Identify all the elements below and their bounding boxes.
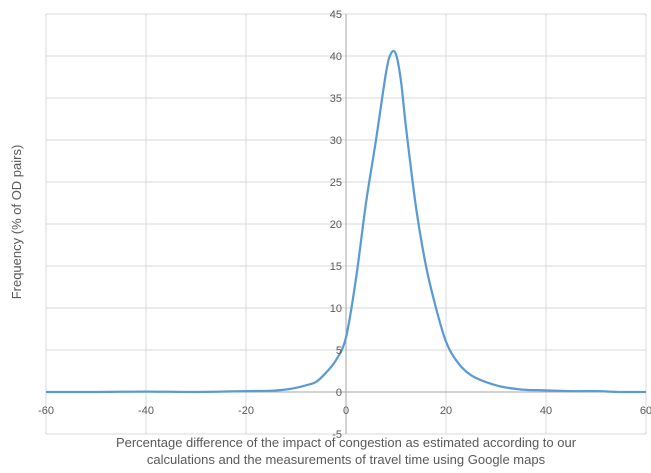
y-tick-label: 20 <box>330 219 342 231</box>
y-tick-label: 35 <box>330 93 342 105</box>
x-tick-label: 40 <box>540 405 552 417</box>
y-tick-label: 25 <box>330 177 342 189</box>
y-tick-label: 30 <box>330 135 342 147</box>
y-axis-title: Frequency (% of OD pairs) <box>9 145 24 300</box>
y-tick-label: 5 <box>336 345 342 357</box>
y-tick-labels: -5 0 5 10 15 20 25 30 35 40 45 <box>330 9 342 441</box>
y-tick-label: 0 <box>336 387 342 399</box>
y-tick-label: -5 <box>332 429 342 441</box>
x-tick-label: 60 <box>640 405 651 417</box>
x-tick-label: -20 <box>238 405 254 417</box>
y-tick-label: 15 <box>330 261 342 273</box>
y-tick-label: 10 <box>330 303 342 315</box>
y-tick-label: 40 <box>330 51 342 63</box>
series-layer <box>45 49 647 394</box>
x-tick-labels: -60 -40 -20 0 20 40 60 <box>38 405 651 417</box>
x-axis-title-line-2: calculations and the measurements of tra… <box>147 452 546 467</box>
x-tick-label: -40 <box>138 405 154 417</box>
y-tick-label: 45 <box>330 9 342 21</box>
x-tick-label: -60 <box>38 405 54 417</box>
series-line-0 <box>45 49 647 394</box>
x-tick-label: 0 <box>343 405 349 417</box>
x-axis-title-line-1: Percentage difference of the impact of c… <box>116 435 577 450</box>
x-tick-label: 20 <box>440 405 452 417</box>
